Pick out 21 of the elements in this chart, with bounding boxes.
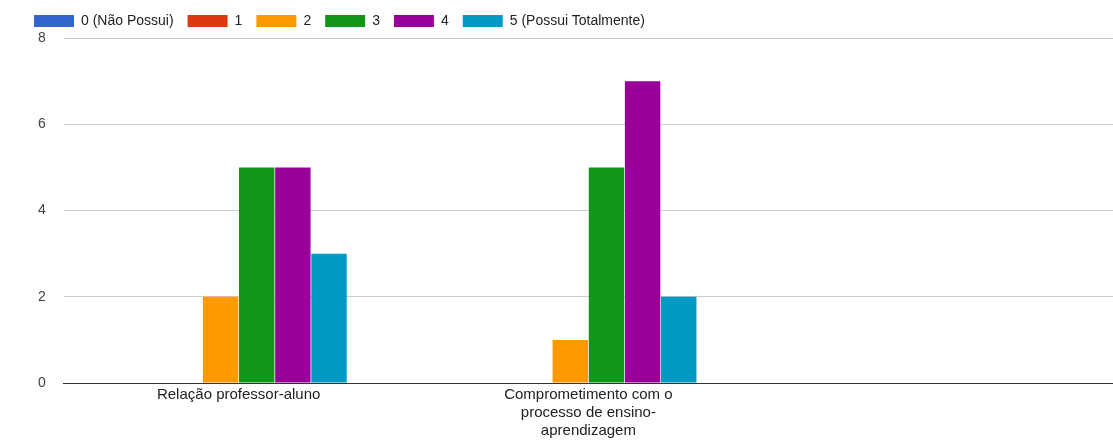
legend-label: 2: [303, 11, 312, 28]
bar: [624, 81, 661, 383]
x-tick-label: Comprometimento com o processo de ensino-aprendizagem: [504, 385, 673, 439]
y-tick-label: 8: [37, 28, 46, 45]
y-tick-label: 0: [37, 373, 46, 390]
bar: [552, 339, 589, 383]
legend-label: 5 (Possui Totalmente): [509, 11, 645, 28]
bar: [275, 167, 311, 383]
bar: [239, 167, 275, 383]
bar: [311, 253, 347, 383]
legend-label: 4: [440, 11, 449, 28]
y-tick-label: 4: [37, 201, 46, 218]
bar: [202, 296, 239, 383]
y-tick-label: 6: [37, 115, 46, 132]
legend-label: 1: [234, 11, 243, 28]
legend-label: 3: [372, 11, 381, 28]
x-tick-label: Relação professor-aluno: [156, 385, 321, 403]
legend-label: 0 (Não Possui): [81, 11, 174, 28]
y-tick-label: 2: [37, 287, 46, 304]
bar: [661, 296, 697, 383]
bar: [588, 167, 625, 383]
